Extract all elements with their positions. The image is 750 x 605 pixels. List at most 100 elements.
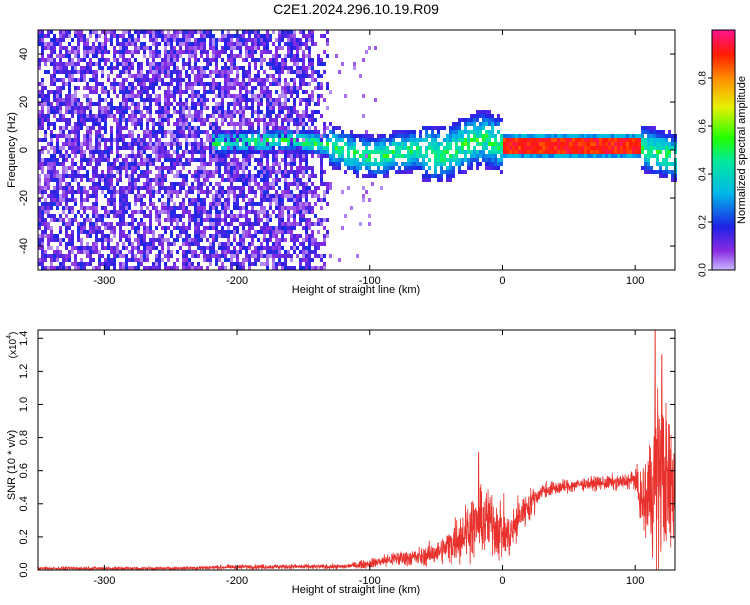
heatmap-cell xyxy=(476,154,479,158)
heatmap-cell xyxy=(209,174,212,178)
heatmap-cell xyxy=(71,198,74,202)
heatmap-cell xyxy=(77,86,80,90)
heatmap-cell xyxy=(317,146,320,150)
heatmap-cell xyxy=(290,42,293,46)
heatmap-cell xyxy=(434,134,437,138)
heatmap-cell xyxy=(56,206,59,210)
heatmap-cell xyxy=(95,182,98,186)
heatmap-cell xyxy=(251,54,254,58)
heatmap-cell xyxy=(380,142,383,146)
heatmap-cell xyxy=(122,34,125,38)
heatmap-cell xyxy=(266,158,269,162)
heatmap-cell xyxy=(254,62,257,66)
heatmap-cell xyxy=(62,86,65,90)
heatmap-cell xyxy=(176,34,179,38)
heatmap-cell xyxy=(218,90,221,94)
heatmap-cell xyxy=(158,166,161,170)
heatmap-cell xyxy=(188,46,191,50)
heatmap-cell xyxy=(185,74,188,78)
heatmap-cell xyxy=(125,122,128,126)
heatmap-cell xyxy=(362,134,365,138)
heatmap-cell xyxy=(269,170,272,174)
heatmap-cell xyxy=(257,150,260,154)
heatmap-cell xyxy=(116,138,119,142)
heatmap-cell xyxy=(137,190,140,194)
heatmap-cell xyxy=(146,186,149,190)
heatmap-cell xyxy=(296,94,299,98)
heatmap-cell xyxy=(491,118,494,122)
heatmap-cell xyxy=(269,246,272,250)
heatmap-cell xyxy=(659,146,662,150)
heatmap-cell xyxy=(197,182,200,186)
heatmap-cell xyxy=(98,102,101,106)
heatmap-cell xyxy=(470,166,473,170)
heatmap-cell xyxy=(47,90,50,94)
heatmap-cell xyxy=(131,94,134,98)
heatmap-cell xyxy=(53,146,56,150)
heatmap-cell xyxy=(299,102,302,106)
heatmap-cell xyxy=(44,138,47,142)
heatmap-cell xyxy=(299,258,302,262)
heatmap-cell xyxy=(44,218,47,222)
heatmap-cell xyxy=(182,130,185,134)
heatmap-cell xyxy=(254,46,257,50)
heatmap-cell xyxy=(623,138,626,142)
heatmap-cell xyxy=(122,206,125,210)
heatmap-cell xyxy=(215,38,218,42)
heatmap-cell xyxy=(110,182,113,186)
heatmap-cell xyxy=(50,202,53,206)
heatmap-cell xyxy=(482,134,485,138)
heatmap-cell xyxy=(383,174,386,178)
heatmap-cell xyxy=(581,142,584,146)
heatmap-cell xyxy=(260,158,263,162)
heatmap-cell xyxy=(191,214,194,218)
heatmap-cell xyxy=(362,150,365,154)
heatmap-cell xyxy=(131,118,134,122)
heatmap-cell xyxy=(212,78,215,82)
heatmap-cell xyxy=(485,142,488,146)
heatmap-cell xyxy=(275,238,278,242)
heatmap-cell xyxy=(245,90,248,94)
heatmap-cell xyxy=(152,142,155,146)
heatmap-cell xyxy=(296,134,299,138)
heatmap-cell xyxy=(182,150,185,154)
heatmap-cell xyxy=(41,250,44,254)
heatmap-cell xyxy=(41,106,44,110)
heatmap-cell xyxy=(482,126,485,130)
heatmap-cell xyxy=(200,34,203,38)
heatmap-cell xyxy=(455,146,458,150)
heatmap-cell xyxy=(647,170,650,174)
heatmap-cell xyxy=(338,166,341,170)
heatmap-cell xyxy=(137,122,140,126)
heatmap-cell xyxy=(650,150,653,154)
heatmap-cell xyxy=(164,42,167,46)
heatmap-cell xyxy=(77,226,80,230)
heatmap-cell xyxy=(314,190,317,194)
heatmap-cell xyxy=(263,38,266,42)
heatmap-cell xyxy=(236,46,239,50)
heatmap-cell xyxy=(239,106,242,110)
heatmap-cell xyxy=(344,134,347,138)
heatmap-cell xyxy=(47,58,50,62)
heatmap-cell xyxy=(131,54,134,58)
heatmap-cell xyxy=(236,158,239,162)
heatmap-cell xyxy=(359,74,362,78)
heatmap-cell xyxy=(269,206,272,210)
heatmap-cell xyxy=(239,234,242,238)
heatmap-cell xyxy=(242,86,245,90)
heatmap-cell xyxy=(206,50,209,54)
heatmap-cell xyxy=(131,250,134,254)
heatmap-cell xyxy=(443,154,446,158)
heatmap-cell xyxy=(140,254,143,258)
heatmap-cell xyxy=(257,250,260,254)
heatmap-cell xyxy=(305,166,308,170)
heatmap-cell xyxy=(356,134,359,138)
heatmap-cell xyxy=(95,242,98,246)
heatmap-cell xyxy=(437,162,440,166)
heatmap-cell xyxy=(440,174,443,178)
heatmap-cell xyxy=(509,142,512,146)
heatmap-cell xyxy=(56,138,59,142)
heatmap-cell xyxy=(320,82,323,86)
heatmap-cell xyxy=(161,106,164,110)
heatmap-cell xyxy=(230,46,233,50)
